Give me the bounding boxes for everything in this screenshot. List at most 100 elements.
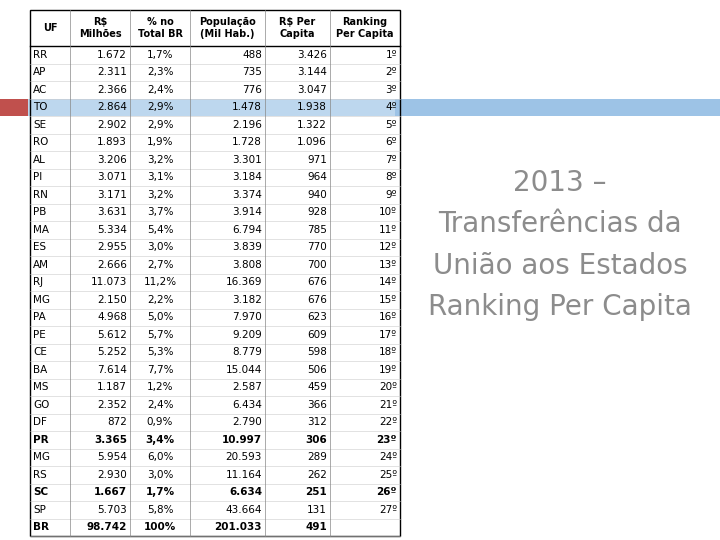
Bar [30, 483, 400, 501]
Text: 5,3%: 5,3% [147, 347, 174, 357]
Text: 6.434: 6.434 [232, 400, 262, 410]
Text: 9.209: 9.209 [233, 330, 262, 340]
Text: 1,2%: 1,2% [147, 382, 174, 392]
Bar [30, 256, 400, 273]
Text: 3,0%: 3,0% [147, 470, 174, 480]
Text: SC: SC [33, 487, 48, 497]
Text: 2.666: 2.666 [97, 260, 127, 270]
Text: 2,4%: 2,4% [147, 400, 174, 410]
Text: 776: 776 [242, 85, 262, 94]
Text: 1.096: 1.096 [297, 137, 327, 147]
Text: 5.954: 5.954 [97, 453, 127, 462]
Text: 1º: 1º [385, 50, 397, 60]
Text: 1,7%: 1,7% [145, 487, 174, 497]
Text: 1.728: 1.728 [232, 137, 262, 147]
Bar [30, 291, 400, 308]
Text: 306: 306 [305, 435, 327, 445]
Text: 11,2%: 11,2% [143, 277, 176, 287]
Text: UF: UF [42, 23, 58, 33]
Text: 785: 785 [307, 225, 327, 235]
Text: TO: TO [33, 102, 48, 112]
Text: AC: AC [33, 85, 48, 94]
Text: 251: 251 [305, 487, 327, 497]
Text: 2,2%: 2,2% [147, 295, 174, 305]
Text: 3.182: 3.182 [232, 295, 262, 305]
Text: 735: 735 [242, 68, 262, 77]
Text: CE: CE [33, 347, 47, 357]
Text: 940: 940 [307, 190, 327, 200]
Text: 3.374: 3.374 [232, 190, 262, 200]
Text: 6º: 6º [385, 137, 397, 147]
Text: 2.864: 2.864 [97, 102, 127, 112]
Text: 1.938: 1.938 [297, 102, 327, 112]
Text: 3.206: 3.206 [97, 155, 127, 165]
Text: 3.839: 3.839 [232, 242, 262, 252]
Text: 98.742: 98.742 [86, 522, 127, 532]
Text: 1.893: 1.893 [97, 137, 127, 147]
Text: 3,1%: 3,1% [147, 172, 174, 183]
Text: 3.426: 3.426 [297, 50, 327, 60]
Text: 5,4%: 5,4% [147, 225, 174, 235]
Text: MA: MA [33, 225, 49, 235]
Text: 3.071: 3.071 [97, 172, 127, 183]
Text: BA: BA [33, 364, 48, 375]
Text: PR: PR [33, 435, 49, 445]
Text: 7.970: 7.970 [233, 312, 262, 322]
Text: 3.301: 3.301 [233, 155, 262, 165]
Text: 43.664: 43.664 [225, 505, 262, 515]
Text: 22º: 22º [379, 417, 397, 427]
Text: 3.144: 3.144 [297, 68, 327, 77]
Text: 2.955: 2.955 [97, 242, 127, 252]
Bar [30, 46, 400, 64]
Text: 25º: 25º [379, 470, 397, 480]
Text: 10º: 10º [379, 207, 397, 217]
Text: MG: MG [33, 295, 50, 305]
Text: 16.369: 16.369 [225, 277, 262, 287]
Text: SE: SE [33, 120, 46, 130]
Text: 11.073: 11.073 [91, 277, 127, 287]
Text: 3.365: 3.365 [94, 435, 127, 445]
Text: 3.808: 3.808 [233, 260, 262, 270]
Text: 3.171: 3.171 [97, 190, 127, 200]
Text: RS: RS [33, 470, 47, 480]
Text: 1.322: 1.322 [297, 120, 327, 130]
Text: 2,9%: 2,9% [147, 120, 174, 130]
Bar [30, 449, 400, 466]
Text: 1,9%: 1,9% [147, 137, 174, 147]
Bar [30, 64, 400, 81]
Text: 17º: 17º [379, 330, 397, 340]
Text: 1,7%: 1,7% [147, 50, 174, 60]
Bar [30, 466, 400, 483]
Text: 2,3%: 2,3% [147, 68, 174, 77]
Bar [30, 361, 400, 379]
Text: 20º: 20º [379, 382, 397, 392]
Text: 971: 971 [307, 155, 327, 165]
Text: ES: ES [33, 242, 46, 252]
Text: DF: DF [33, 417, 47, 427]
Text: 1.478: 1.478 [232, 102, 262, 112]
Text: 5.612: 5.612 [97, 330, 127, 340]
Text: 623: 623 [307, 312, 327, 322]
Text: 23º: 23º [377, 435, 397, 445]
Text: 9º: 9º [385, 190, 397, 200]
Text: 770: 770 [307, 242, 327, 252]
Text: 262: 262 [307, 470, 327, 480]
Text: MS: MS [33, 382, 48, 392]
Bar [30, 186, 400, 204]
Text: 3,2%: 3,2% [147, 190, 174, 200]
Bar [395, 98, 720, 116]
Bar [30, 396, 400, 414]
Text: 700: 700 [307, 260, 327, 270]
Text: 1.667: 1.667 [94, 487, 127, 497]
Text: RR: RR [33, 50, 48, 60]
Text: PB: PB [33, 207, 46, 217]
Bar [30, 151, 400, 168]
Bar [30, 239, 400, 256]
Text: RO: RO [33, 137, 48, 147]
Text: 131: 131 [307, 505, 327, 515]
Text: 2.790: 2.790 [233, 417, 262, 427]
Text: 15.044: 15.044 [225, 364, 262, 375]
Text: 6.634: 6.634 [229, 487, 262, 497]
Bar [30, 326, 400, 343]
Text: 3,7%: 3,7% [147, 207, 174, 217]
